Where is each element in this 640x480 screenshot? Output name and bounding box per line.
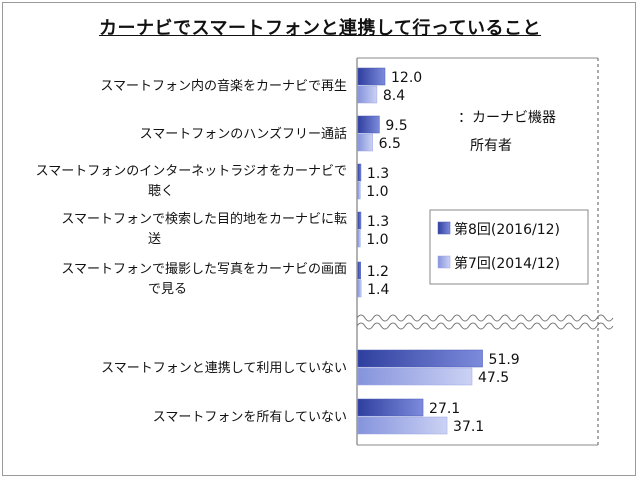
data-label: 1.0 <box>366 232 388 248</box>
bar-wave8 <box>357 163 362 182</box>
bar-wave8 <box>357 349 483 368</box>
category-label: スマートフォン内の音楽をカーナビで再生 <box>100 78 347 94</box>
data-label: 1.2 <box>367 264 389 280</box>
category-label-continuation: 聴く <box>148 184 174 199</box>
category-label: スマートフォンで撮影した写真をカーナビの画面 <box>61 261 347 277</box>
category-label: スマートフォンと連携して利用していない <box>101 360 347 376</box>
legend-entry: 第7回(2014/12) <box>454 255 560 272</box>
legend-box <box>429 209 589 285</box>
bar-wave7 <box>357 181 361 200</box>
data-label: 6.5 <box>379 136 401 152</box>
bar-wave7 <box>357 133 373 152</box>
category-label: スマートフォンを所有していない <box>153 410 347 425</box>
bar-wave7 <box>357 229 361 248</box>
category-label-continuation: で見る <box>148 282 187 297</box>
note-text: ：カーナビ機器 <box>458 110 556 126</box>
category-label: スマートフォンのインターネットラジオをカーナビで <box>36 164 347 179</box>
data-label: 1.0 <box>366 184 388 200</box>
category-label: スマートフォンのハンズフリー通話 <box>140 126 347 142</box>
note-text: 所有者 <box>470 138 512 154</box>
data-label: 47.5 <box>478 370 509 386</box>
data-label: 1.3 <box>367 166 389 182</box>
legend-swatch <box>437 221 451 235</box>
bar-wave8 <box>357 67 386 86</box>
chart-title: カーナビでスマートフォンと連携して行っていること <box>98 18 542 39</box>
axis-break-line-top <box>356 314 614 322</box>
bar-wave7 <box>357 279 362 298</box>
data-label: 37.1 <box>453 419 484 435</box>
bar-wave8 <box>357 398 424 417</box>
data-label: 51.9 <box>489 352 520 368</box>
axis-break-line-bottom <box>356 322 614 330</box>
data-label: 1.4 <box>367 282 389 298</box>
data-label: 8.4 <box>383 88 405 104</box>
bar-wave8 <box>357 211 362 230</box>
data-label: 12.0 <box>391 70 422 86</box>
bar-wave8 <box>357 261 361 280</box>
data-label: 27.1 <box>429 401 460 417</box>
category-label-continuation: 送 <box>148 232 161 247</box>
category-label: スマートフォンで検索した目的地をカーナビに転 <box>61 211 347 227</box>
legend-entry: 第8回(2016/12) <box>454 221 560 238</box>
bar-wave7 <box>357 85 378 104</box>
legend-swatch <box>437 255 451 269</box>
bar-wave8 <box>357 115 380 134</box>
data-label: 9.5 <box>385 118 407 134</box>
data-label: 1.3 <box>367 214 389 230</box>
bar-wave7 <box>357 367 473 386</box>
bar-wave7 <box>357 416 448 435</box>
